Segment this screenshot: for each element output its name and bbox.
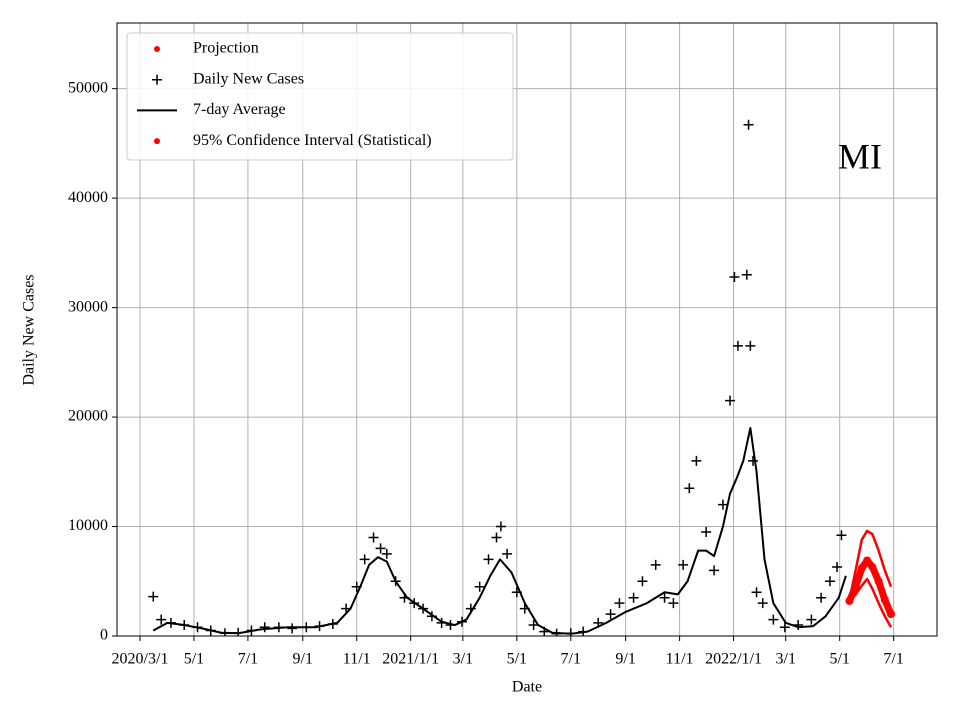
case-point [359,554,370,565]
case-point [836,530,847,541]
case-point [156,614,167,625]
projection-point [863,556,872,565]
case-point [806,614,817,625]
projection-point [857,564,866,573]
case-point [491,532,502,543]
case-point [741,269,752,280]
case-point [816,592,827,603]
legend-label: Daily New Cases [193,70,304,87]
plot-area [148,119,896,636]
projection-point [887,610,896,619]
case-point [729,271,740,282]
y-tick-label: 20000 [68,408,108,425]
x-tick-label: 2021/1/1 [382,651,439,668]
case-point [659,592,670,603]
y-tick-label: 10000 [68,517,108,534]
x-tick-label: 9/1 [293,651,313,668]
case-point [832,562,843,573]
x-tick-label: 5/1 [507,651,527,668]
case-point [748,455,759,466]
plot-frame [116,22,938,637]
y-tick-label: 40000 [68,189,108,206]
x-tick-label: 5/1 [829,651,849,668]
case-point [709,565,720,576]
case-point [717,499,728,510]
case-point [751,587,762,598]
case-point [368,532,379,543]
case-point [483,554,494,565]
case-point [637,576,648,587]
average-line [152,427,847,635]
case-point [701,527,712,538]
case-point [605,609,616,620]
x-tick-label: 11/1 [343,651,371,668]
ci-upper [848,529,893,601]
x-tick-label: 9/1 [615,651,635,668]
case-point [757,598,768,609]
x-tick-label: 3/1 [453,651,473,668]
x-tick-label: 5/1 [184,651,204,668]
legend-dot [154,46,160,52]
case-point [628,592,639,603]
y-tick-label: 30000 [68,298,108,315]
case-point [259,622,270,633]
legend-label: Projection [193,40,259,57]
x-tick-label: 3/1 [776,651,796,668]
case-point [725,395,736,406]
legend-label: 7-day Average [193,101,286,118]
projection-point [868,563,877,572]
case-point [375,543,386,554]
case-point [381,548,392,559]
case-point [614,598,625,609]
case-point [650,559,661,570]
case-point [768,614,779,625]
case-point [678,559,689,570]
x-tick-label: 7/1 [561,651,581,668]
legend-label: 95% Confidence Interval (Statistical) [193,132,432,149]
case-point [495,521,506,532]
legend-plus [152,74,162,85]
x-tick-label: 2022/1/1 [705,651,762,668]
case-point [684,483,695,494]
state-label: MI [838,136,882,176]
legend-dot [154,138,160,145]
y-tick-label: 0 [100,627,108,644]
case-point [732,340,743,351]
projection-point [880,595,889,604]
case-point [287,623,298,634]
case-point [668,598,679,609]
case-point [745,340,756,351]
case-point [779,622,790,633]
ci-lower [848,577,893,628]
case-point [502,548,513,559]
x-tick-label: 2020/3/1 [112,651,169,668]
x-tick-label: 7/1 [238,651,258,668]
case-point [148,591,159,602]
case-point [824,576,835,587]
x-axis-label: Date [512,679,542,696]
y-tick-label: 50000 [68,79,108,96]
case-point [691,455,702,466]
y-axis-label: Daily New Cases [21,274,38,385]
x-tick-label: 11/1 [666,651,694,668]
legend-box [126,32,514,161]
case-point [474,581,485,592]
case-point [743,119,754,130]
x-tick-label: 7/1 [883,651,903,668]
projection-point [874,577,883,586]
